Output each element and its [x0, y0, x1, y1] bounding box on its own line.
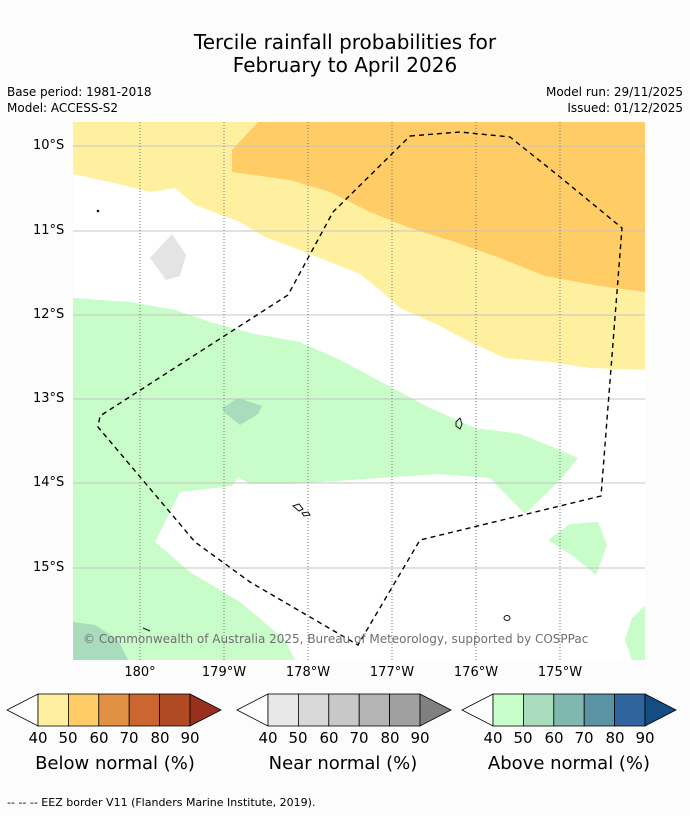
above-normal-50-sw — [73, 622, 128, 660]
island-southwest — [142, 627, 151, 632]
island-southeast — [503, 615, 511, 621]
lon-label: 175°W — [537, 665, 583, 680]
near-tick: 40 — [258, 729, 278, 747]
above-normal-50-patch — [222, 398, 262, 425]
colorbar-segment — [37, 693, 69, 727]
above-tick: 90 — [635, 729, 655, 747]
islands — [96, 209, 511, 632]
colorbar-segment — [389, 693, 421, 727]
colorbar-under-triangle — [461, 693, 494, 727]
below-tick: 90 — [180, 729, 200, 747]
colorbar-under-triangle — [236, 693, 269, 727]
colorbar-segment — [128, 693, 160, 727]
latitude-gridlines — [73, 145, 645, 569]
colorbar-segment — [267, 693, 299, 727]
below-tick: 50 — [58, 729, 78, 747]
island-east — [455, 417, 463, 430]
colorbar-segment — [523, 693, 555, 727]
lon-label: 177°W — [369, 665, 415, 680]
island-central-2 — [301, 511, 311, 517]
above-tick: 80 — [605, 729, 625, 747]
above-normal-40-patch-east — [548, 522, 607, 575]
copyright-note: © Commonwealth of Australia 2025, Bureau… — [83, 632, 589, 646]
colorbar-segment — [553, 693, 585, 727]
lat-label: 10°S — [33, 138, 65, 153]
base-period: Base period: 1981-2018 — [7, 85, 152, 99]
near-tick: 70 — [349, 729, 369, 747]
near-normal-patch — [150, 234, 186, 280]
colorbar-segment — [297, 693, 330, 727]
colorbar-segment — [583, 693, 616, 727]
lat-label: 11°S — [33, 223, 65, 238]
lon-label: 178°W — [285, 665, 331, 680]
near-normal-title: Near normal (%) — [268, 753, 418, 774]
colorbar-segment — [492, 693, 524, 727]
below-normal-50-region — [232, 122, 645, 292]
colorbar-segment — [614, 693, 646, 727]
colorbar-over-triangle — [189, 693, 222, 727]
colorbars — [6, 693, 677, 727]
below-tick: 60 — [89, 729, 109, 747]
colorbar-over-triangle — [644, 693, 677, 727]
above-normal-40-region — [73, 298, 578, 660]
title-line-2: February to April 2026 — [232, 53, 458, 77]
below-normal-title: Below normal (%) — [35, 753, 195, 774]
island-central — [291, 503, 304, 512]
meta-right: Model run: 29/11/2025 Issued: 01/12/2025 — [546, 84, 683, 116]
lon-label: 179°W — [201, 665, 247, 680]
above-tick: 70 — [574, 729, 594, 747]
near-normal-colorbar — [236, 693, 452, 727]
colorbar-segment — [159, 693, 191, 727]
lat-label: 13°S — [33, 391, 65, 406]
near-tick: 90 — [410, 729, 430, 747]
colorbar-segment — [68, 693, 100, 727]
above-normal-40-patch-se — [625, 606, 645, 660]
eez-border — [97, 131, 623, 646]
below-tick: 70 — [119, 729, 139, 747]
meta-left: Base period: 1981-2018 Model: ACCESS-S2 — [7, 84, 152, 116]
lat-label: 14°S — [33, 475, 65, 490]
lon-label: 176°W — [453, 665, 499, 680]
lon-label: 180° — [124, 665, 156, 680]
lat-label: 15°S — [33, 560, 65, 575]
above-tick: 40 — [483, 729, 503, 747]
colorbar-under-triangle — [6, 693, 39, 727]
eez-footnote: -- -- -- EEZ border V11 (Flanders Marine… — [7, 796, 316, 809]
above-normal-colorbar — [461, 693, 677, 727]
colorbar-segment — [358, 693, 391, 727]
below-tick: 40 — [28, 729, 48, 747]
island-north — [96, 209, 100, 213]
below-tick: 80 — [150, 729, 170, 747]
colorbar-segment — [328, 693, 360, 727]
near-tick: 80 — [380, 729, 400, 747]
above-tick: 50 — [513, 729, 533, 747]
near-tick: 60 — [319, 729, 339, 747]
near-tick: 50 — [288, 729, 308, 747]
colorbar-segment — [98, 693, 130, 727]
below-normal-colorbar — [6, 693, 222, 727]
colorbar-over-triangle — [419, 693, 452, 727]
map-title: Tercile rainfall probabilities for Febru… — [0, 31, 690, 77]
above-normal-title: Above normal (%) — [487, 753, 651, 774]
issued-date: Issued: 01/12/2025 — [567, 101, 683, 115]
model-run: Model run: 29/11/2025 — [545, 85, 683, 99]
title-line-1: Tercile rainfall probabilities for — [193, 30, 497, 54]
lat-label: 12°S — [33, 307, 65, 322]
model-name: Model: ACCESS-S2 — [7, 101, 119, 115]
above-tick: 60 — [544, 729, 564, 747]
